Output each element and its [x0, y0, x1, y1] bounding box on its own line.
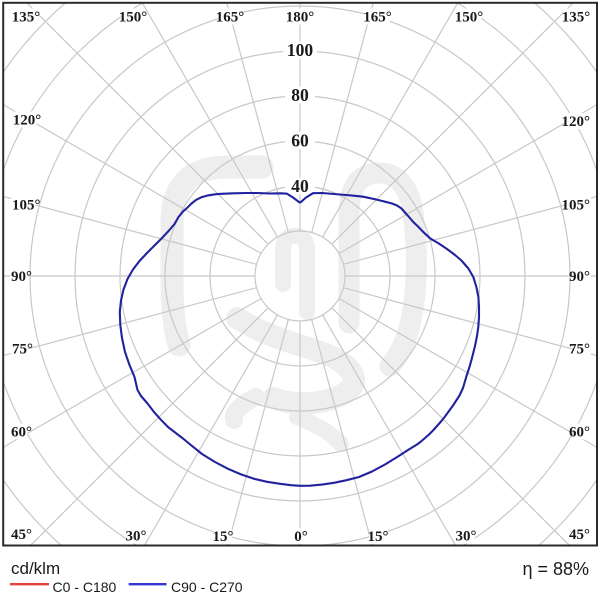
svg-text:80: 80 [291, 85, 309, 105]
svg-text:30°: 30° [126, 529, 147, 545]
svg-text:150°: 150° [119, 10, 148, 26]
svg-text:60: 60 [291, 131, 309, 151]
svg-text:90°: 90° [11, 269, 32, 285]
svg-text:60°: 60° [569, 425, 590, 441]
svg-text:40: 40 [291, 176, 309, 196]
svg-text:120°: 120° [562, 114, 591, 130]
svg-text:165°: 165° [363, 10, 392, 26]
svg-text:45°: 45° [11, 527, 32, 543]
svg-text:C0 - C180: C0 - C180 [53, 579, 117, 595]
svg-text:135°: 135° [562, 10, 591, 26]
svg-text:cd/klm: cd/klm [11, 559, 60, 578]
svg-text:0°: 0° [294, 529, 308, 545]
svg-text:75°: 75° [569, 342, 590, 358]
svg-text:60°: 60° [11, 425, 32, 441]
svg-text:15°: 15° [213, 529, 234, 545]
svg-text:135°: 135° [12, 10, 41, 26]
svg-text:30°: 30° [456, 529, 477, 545]
svg-text:150°: 150° [455, 10, 484, 26]
svg-text:η = 88%: η = 88% [522, 559, 589, 579]
svg-text:165°: 165° [216, 10, 245, 26]
svg-text:105°: 105° [562, 198, 591, 214]
svg-text:75°: 75° [12, 342, 33, 358]
svg-text:90°: 90° [569, 269, 590, 285]
svg-text:15°: 15° [368, 529, 389, 545]
svg-text:105°: 105° [12, 198, 41, 214]
svg-text:100: 100 [287, 40, 314, 60]
svg-text:45°: 45° [569, 527, 590, 543]
svg-text:120°: 120° [13, 113, 42, 129]
svg-text:180°: 180° [286, 10, 315, 26]
svg-text:C90 - C270: C90 - C270 [171, 579, 243, 595]
